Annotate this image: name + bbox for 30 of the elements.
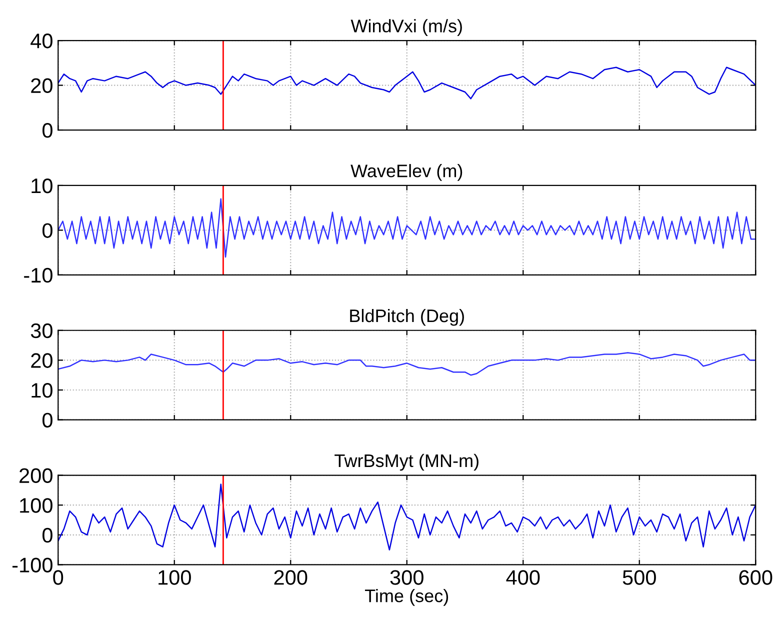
y-tick-label: 100 <box>20 498 52 513</box>
y-tick-label: 200 <box>20 468 52 484</box>
y-tick-label: 10 <box>32 178 52 194</box>
line-series <box>58 66 756 100</box>
y-tick-label: -100 <box>12 558 52 572</box>
line-series <box>58 352 756 376</box>
line-series <box>58 484 756 550</box>
x-tick-label: 500 <box>622 570 656 585</box>
x-tick-label: 0 <box>53 570 64 585</box>
y-tick-label: 10 <box>32 383 52 398</box>
chart-title: TwrBsMyt (MN-m) <box>334 454 478 471</box>
chart-title: BldPitch (Deg) <box>350 308 464 326</box>
chart-title: WaveElev (m) <box>350 164 462 181</box>
x-axis-title: Time (sec) <box>364 589 448 606</box>
y-tick-label: 0 <box>42 412 52 428</box>
y-tick-label: 0 <box>42 528 52 543</box>
y-tick-label: 40 <box>30 34 52 48</box>
y-tick-label: 20 <box>31 353 52 368</box>
x-tick-label: 600 <box>739 570 772 585</box>
chart-title: WindVxi (m/s) <box>350 19 462 36</box>
x-tick-label: 200 <box>274 570 308 585</box>
y-tick-label: 0 <box>42 223 52 238</box>
y-tick-label: 30 <box>30 323 52 338</box>
x-tick-label: 300 <box>390 570 424 585</box>
y-tick-label: 0 <box>42 123 52 138</box>
x-tick-label: 100 <box>158 570 191 585</box>
x-tick-label: 400 <box>506 570 540 585</box>
line-series <box>58 198 756 258</box>
y-tick-label: -10 <box>24 268 52 283</box>
y-tick-label: 20 <box>31 78 52 94</box>
